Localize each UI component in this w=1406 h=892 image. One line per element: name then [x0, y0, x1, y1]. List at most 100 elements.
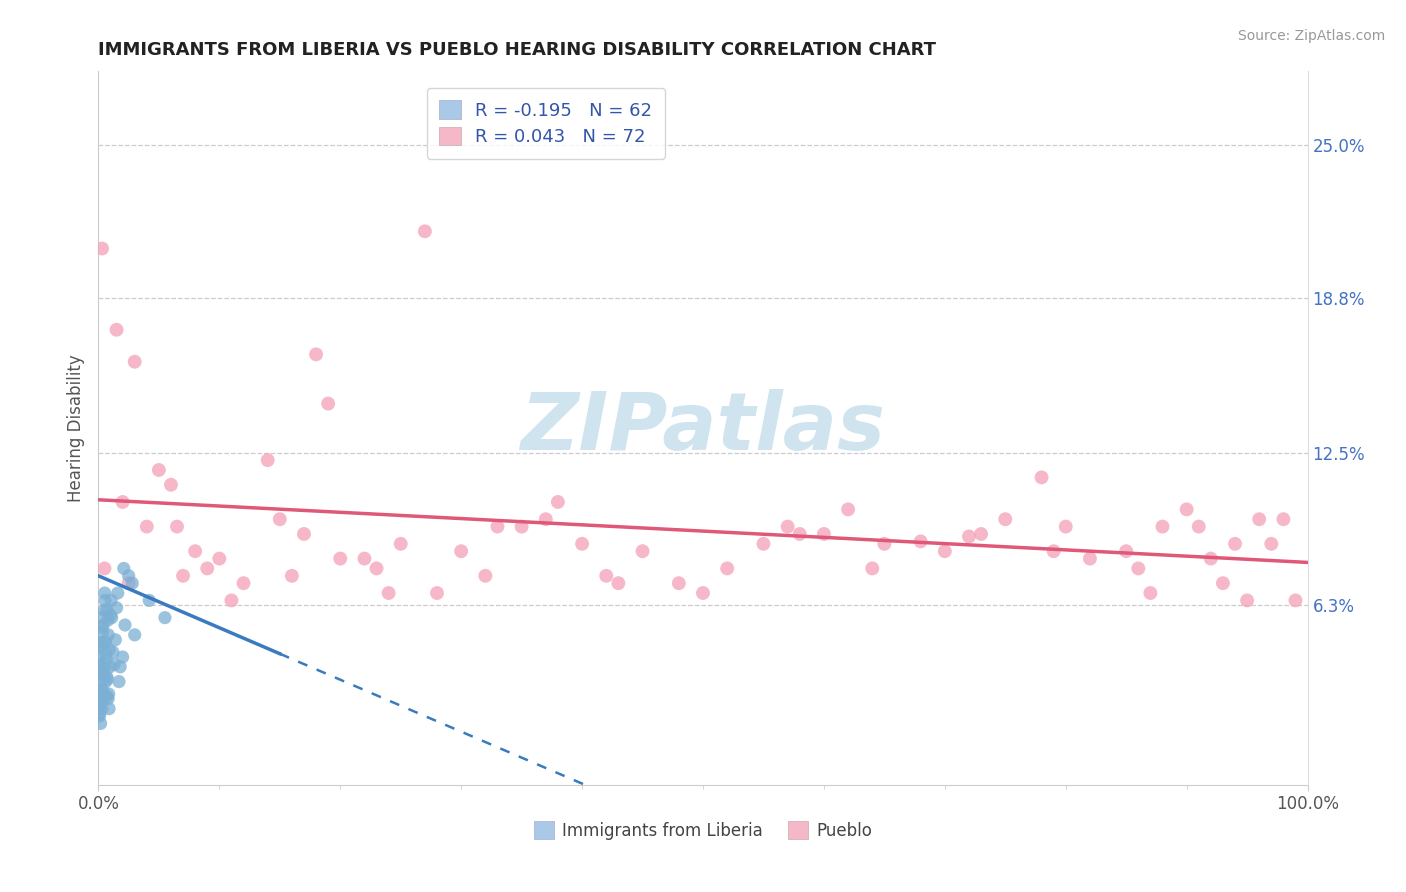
Point	[89, 706, 111, 721]
Point	[94, 635, 117, 649]
Point	[153, 610, 176, 624]
Point	[94, 593, 117, 607]
Point	[776, 519, 799, 533]
Point	[166, 519, 188, 533]
Point	[970, 527, 993, 541]
Point	[316, 396, 339, 410]
Point	[571, 537, 593, 551]
Point	[1031, 470, 1053, 484]
Point	[118, 576, 141, 591]
Point	[90, 657, 112, 672]
Point	[353, 551, 375, 566]
Point	[1115, 544, 1137, 558]
Point	[486, 519, 509, 533]
Point	[135, 519, 157, 533]
Point	[93, 662, 115, 676]
Point	[148, 463, 170, 477]
Point	[1236, 593, 1258, 607]
Point	[101, 645, 124, 659]
Point	[595, 569, 617, 583]
Point	[89, 697, 111, 711]
Point	[789, 527, 811, 541]
Point	[1212, 576, 1234, 591]
Point	[90, 716, 112, 731]
Point	[389, 537, 412, 551]
Point	[366, 561, 388, 575]
Point	[1139, 586, 1161, 600]
Text: IMMIGRANTS FROM LIBERIA VS PUEBLO HEARING DISABILITY CORRELATION CHART: IMMIGRANTS FROM LIBERIA VS PUEBLO HEARIN…	[98, 41, 936, 59]
Point	[292, 527, 315, 541]
Point	[107, 586, 129, 600]
Point	[934, 544, 956, 558]
Point	[91, 618, 114, 632]
Point	[90, 635, 112, 649]
Point	[184, 544, 207, 558]
Point	[90, 620, 112, 634]
Point	[97, 628, 120, 642]
Point	[91, 242, 114, 256]
Point	[111, 650, 134, 665]
Point	[1175, 502, 1198, 516]
Point	[208, 551, 231, 566]
Point	[96, 690, 118, 704]
Point	[281, 569, 304, 583]
Y-axis label: Hearing Disability: Hearing Disability	[66, 354, 84, 502]
Point	[91, 701, 114, 715]
Point	[221, 593, 243, 607]
Point	[305, 347, 328, 361]
Point	[90, 681, 112, 696]
Point	[100, 610, 122, 624]
Point	[631, 544, 654, 558]
Point	[138, 593, 160, 607]
Point	[160, 477, 183, 491]
Point	[232, 576, 254, 591]
Point	[89, 677, 111, 691]
Point	[89, 650, 111, 665]
Point	[93, 586, 115, 600]
Point	[269, 512, 291, 526]
Point	[94, 648, 117, 662]
Point	[994, 512, 1017, 526]
Point	[114, 618, 136, 632]
Point	[104, 632, 127, 647]
Point	[98, 660, 121, 674]
Point	[1272, 512, 1295, 526]
Point	[96, 670, 118, 684]
Point	[108, 674, 131, 689]
Point	[1152, 519, 1174, 533]
Point	[860, 561, 883, 575]
Point	[87, 667, 110, 681]
Point	[413, 224, 436, 238]
Point	[1249, 512, 1271, 526]
Point	[1199, 551, 1222, 566]
Point	[90, 694, 112, 708]
Point	[957, 529, 980, 543]
Point	[91, 684, 114, 698]
Point	[108, 660, 131, 674]
Point	[89, 709, 111, 723]
Point	[98, 642, 121, 657]
Point	[195, 561, 218, 575]
Point	[89, 638, 111, 652]
Point	[910, 534, 932, 549]
Point	[93, 561, 115, 575]
Point	[96, 603, 118, 617]
Point	[93, 667, 115, 681]
Legend: R = -0.195   N = 62, R = 0.043   N = 72: R = -0.195 N = 62, R = 0.043 N = 72	[426, 87, 665, 159]
Point	[124, 355, 146, 369]
Point	[97, 613, 120, 627]
Point	[1223, 537, 1246, 551]
Point	[837, 502, 859, 516]
Point	[1188, 519, 1211, 533]
Point	[90, 660, 112, 674]
Point	[124, 628, 146, 642]
Point	[1260, 537, 1282, 551]
Text: Source: ZipAtlas.com: Source: ZipAtlas.com	[1237, 29, 1385, 43]
Point	[510, 519, 533, 533]
Point	[172, 569, 194, 583]
Point	[100, 593, 122, 607]
Point	[474, 569, 496, 583]
Point	[89, 667, 111, 681]
Point	[91, 625, 114, 640]
Point	[256, 453, 278, 467]
